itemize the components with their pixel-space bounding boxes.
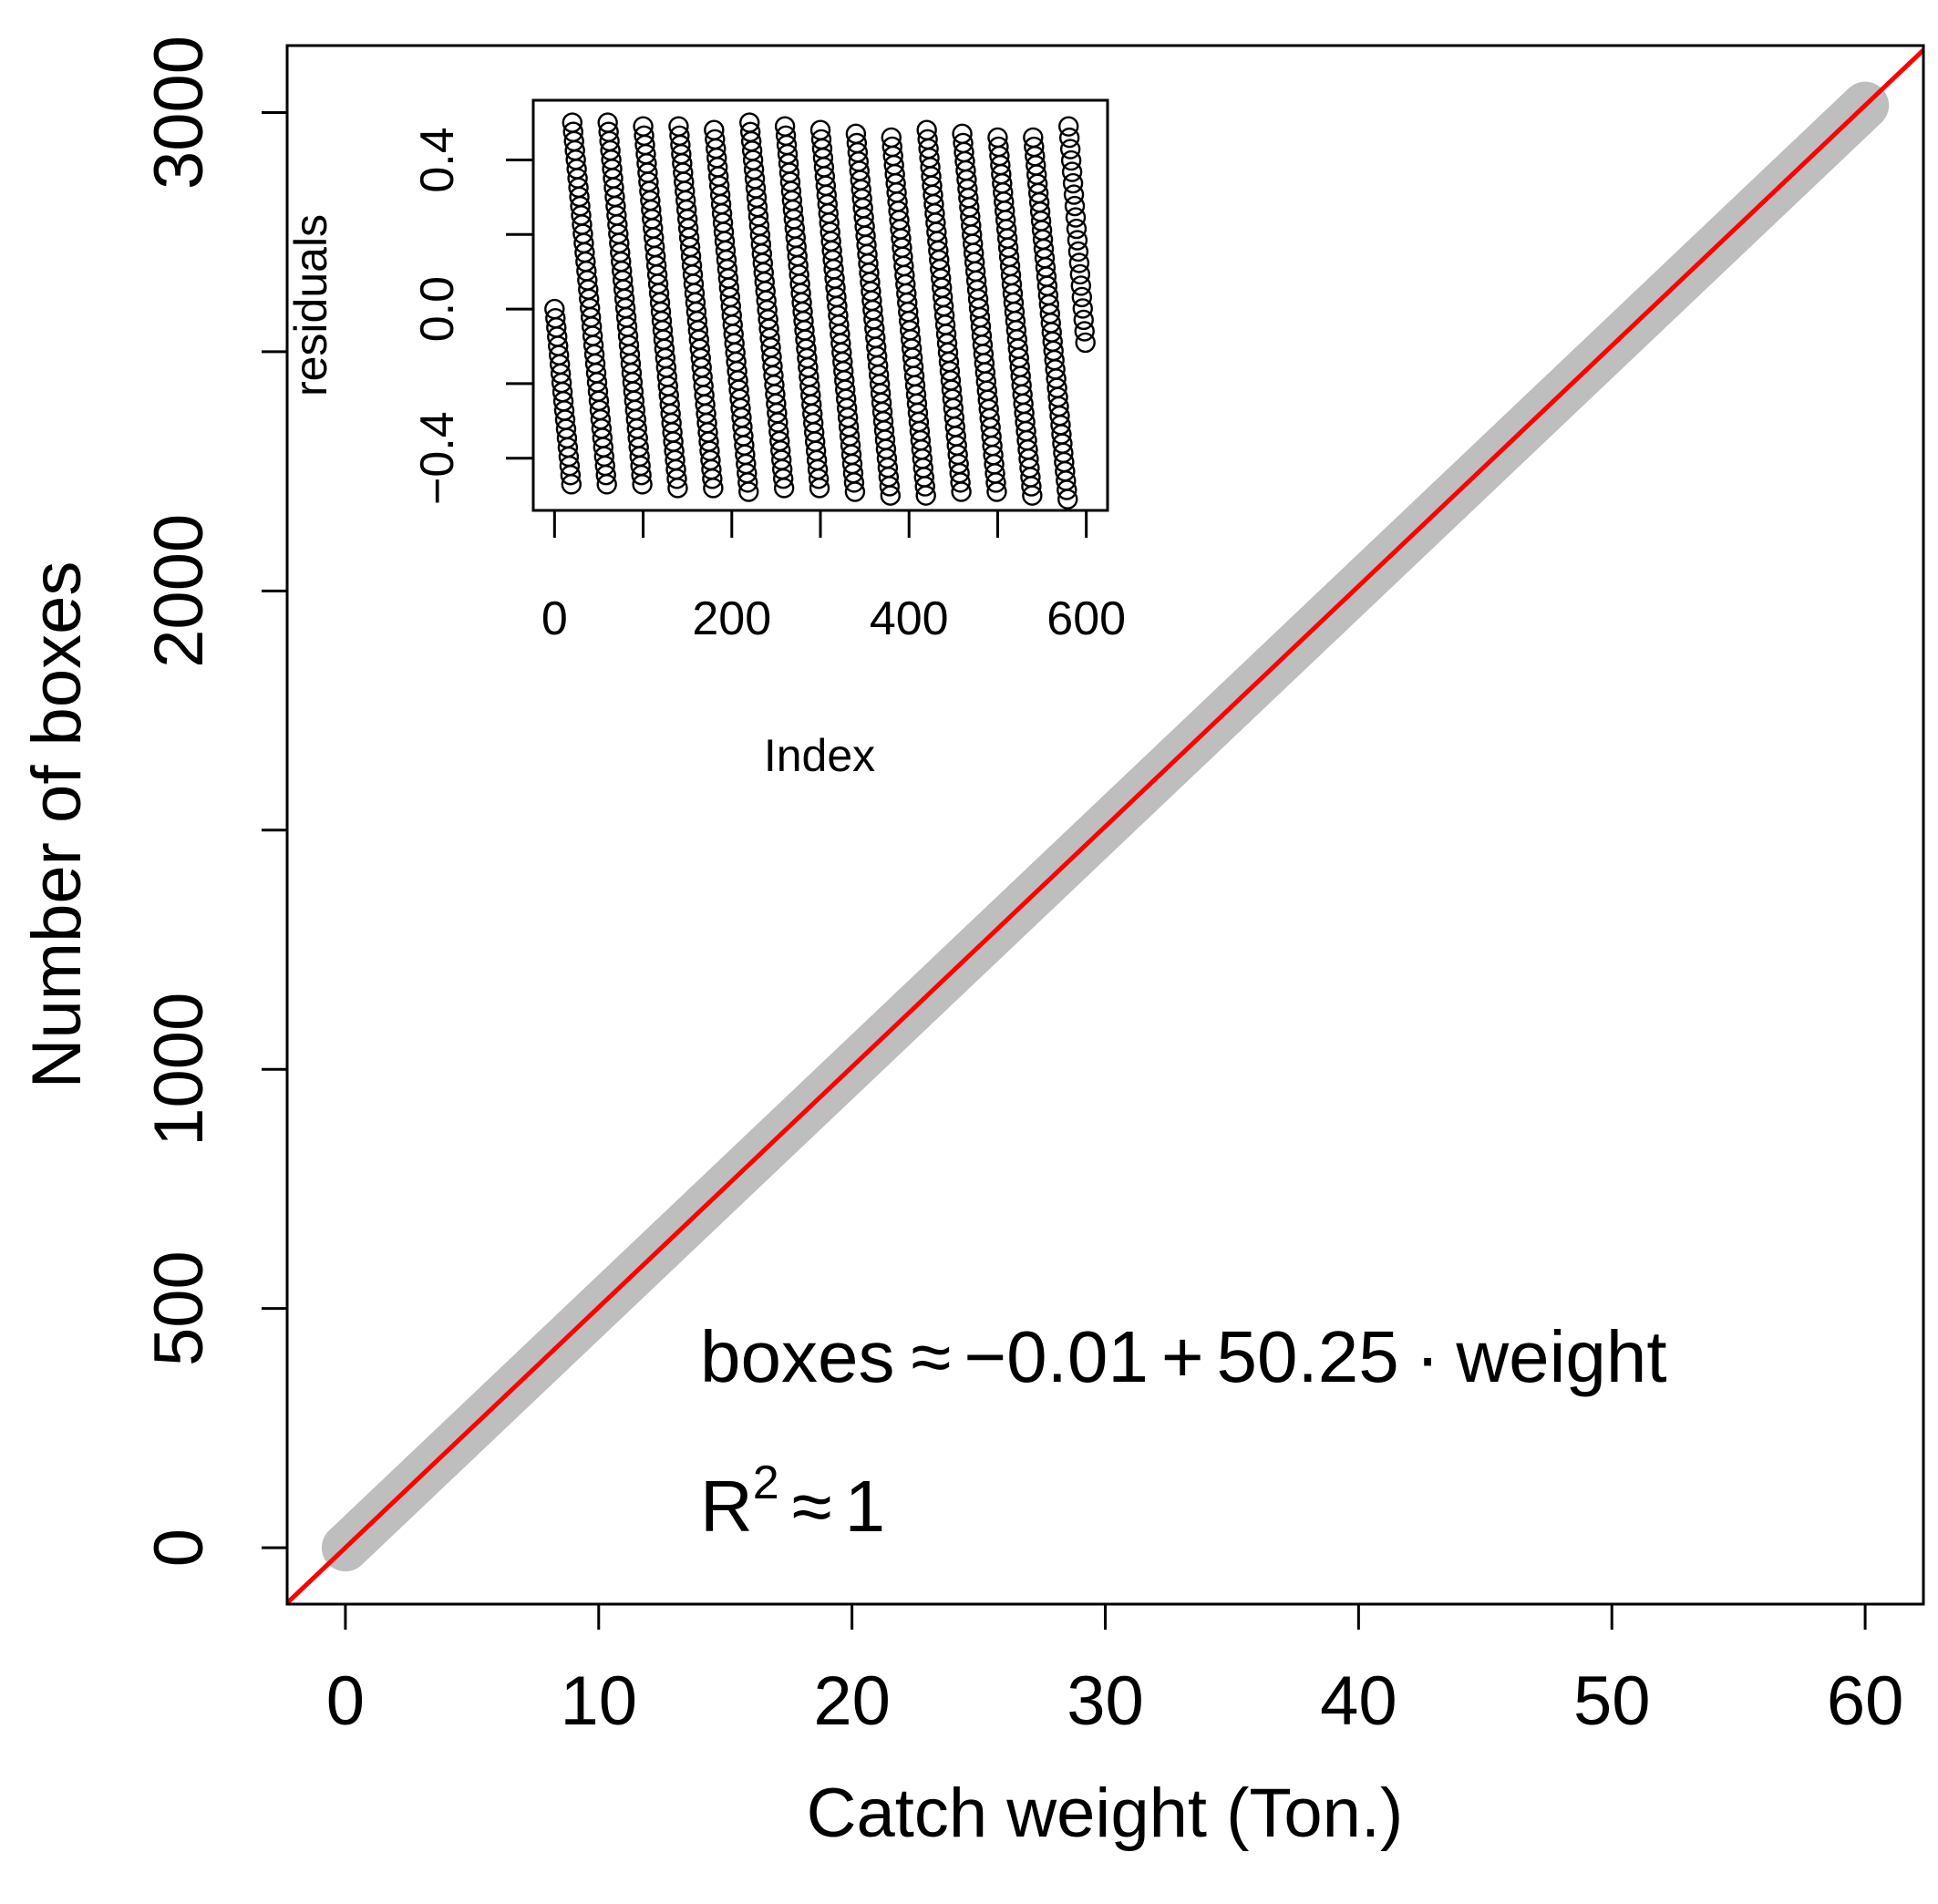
- residual-point: [737, 472, 758, 493]
- residual-point: [950, 472, 971, 493]
- main-x-tick-label: 50: [1573, 1662, 1651, 1740]
- inset-x-axis: 0 200 400 600: [541, 509, 1126, 645]
- residual-point: [632, 474, 653, 495]
- residual-point: [1063, 184, 1085, 205]
- residual-point: [985, 472, 1006, 493]
- residual-point: [880, 485, 902, 506]
- inset-y-tick-label: 0.4: [411, 127, 464, 192]
- inset-x-tick-label: 0: [541, 592, 568, 645]
- equation-plus: +: [1161, 1316, 1204, 1397]
- residual-point: [738, 481, 759, 502]
- main-x-axis: 0 10 20 30 40 50 60: [326, 1602, 1904, 1740]
- residual-point: [843, 472, 865, 493]
- equation-var: weight: [1455, 1316, 1666, 1397]
- residual-point: [1062, 172, 1084, 194]
- main-y-tick-label: 500: [140, 1250, 218, 1366]
- residual-point: [1059, 139, 1081, 160]
- residual-point: [560, 465, 582, 486]
- inset-residual-points: [544, 112, 1096, 509]
- inset-x-axis-label: Index: [764, 730, 875, 781]
- main-y-axis: 0 500 1000 2000 3000: [140, 36, 289, 1567]
- residual-point: [1021, 476, 1042, 497]
- equation-coef: 50.25: [1217, 1316, 1399, 1397]
- residual-point: [1065, 207, 1087, 228]
- residual-point: [596, 474, 617, 495]
- r2-base: R: [700, 1466, 753, 1547]
- residual-point: [1057, 479, 1077, 500]
- inset-y-axis: −0.4 0.0 0.4: [411, 127, 535, 505]
- residual-point: [1057, 489, 1078, 509]
- residual-point: [879, 476, 901, 497]
- residual-point: [914, 476, 935, 497]
- residual-point: [1074, 321, 1095, 342]
- residual-point: [808, 468, 830, 489]
- r-squared-annotation: R2 ≈1: [700, 1456, 885, 1547]
- residual-point: [1058, 127, 1080, 149]
- residual-point: [1061, 161, 1083, 182]
- residual-point: [1066, 218, 1088, 240]
- residual-point: [1069, 263, 1091, 285]
- fit-line: [287, 48, 1923, 1604]
- r2-exponent: 2: [753, 1456, 779, 1509]
- residual-point: [915, 485, 936, 506]
- inset-y-axis-label: residuals: [285, 214, 336, 396]
- equation-approx: ≈: [911, 1316, 951, 1397]
- residual-point: [1058, 116, 1079, 137]
- main-x-tick-label: 60: [1827, 1662, 1904, 1740]
- main-fit-line-group: [287, 48, 1923, 1604]
- main-x-tick-label: 20: [813, 1662, 891, 1740]
- residual-point: [1064, 195, 1086, 217]
- residual-point: [1067, 241, 1089, 262]
- main-x-tick-label: 40: [1320, 1662, 1397, 1740]
- inset-y-tick-label: −0.4: [411, 411, 464, 505]
- residual-point: [1067, 230, 1088, 251]
- residual-point: [1022, 485, 1043, 506]
- residual-point: [703, 478, 724, 499]
- equation-intercept: −0.01: [964, 1316, 1148, 1397]
- equation-dot: ·: [1416, 1316, 1440, 1397]
- residual-point: [595, 464, 616, 486]
- residual-point: [809, 478, 830, 499]
- residual-point: [986, 481, 1007, 502]
- r2-value: 1: [845, 1466, 886, 1547]
- inset-x-tick-label: 400: [870, 592, 949, 645]
- main-x-tick-label: 30: [1067, 1662, 1144, 1740]
- equation-annotation: boxes ≈ −0.01 +50.25 · weight: [700, 1316, 1667, 1397]
- residual-point: [951, 481, 972, 502]
- inset-x-tick-label: 200: [692, 592, 771, 645]
- residual-point: [1073, 309, 1094, 331]
- residual-point: [773, 478, 795, 499]
- residual-point: [631, 464, 652, 486]
- residual-point: [844, 481, 866, 502]
- main-x-tick-label: 10: [560, 1662, 637, 1740]
- residual-point: [1075, 332, 1096, 354]
- residual-point: [772, 468, 794, 489]
- main-y-tick-label: 3000: [140, 36, 218, 190]
- main-y-axis-label: Number of boxes: [18, 561, 96, 1089]
- residual-point: [1060, 149, 1082, 171]
- residual-point: [1072, 298, 1093, 319]
- inset-x-tick-label: 600: [1046, 592, 1126, 645]
- r2-approx: ≈: [792, 1466, 832, 1547]
- residual-point: [667, 478, 688, 499]
- residual-point: [1070, 275, 1092, 296]
- residual-point: [666, 468, 687, 489]
- main-x-axis-label: Catch weight (Ton.): [807, 1775, 1404, 1852]
- residual-point: [561, 474, 582, 495]
- main-x-tick-label: 0: [326, 1662, 365, 1740]
- inset-y-tick-label: 0.0: [411, 276, 464, 342]
- residual-point: [1071, 286, 1093, 308]
- main-y-tick-label: 0: [140, 1528, 218, 1567]
- main-y-tick-label: 2000: [140, 514, 218, 668]
- residual-point: [702, 468, 723, 489]
- main-y-tick-label: 1000: [140, 993, 218, 1147]
- residual-point: [1068, 252, 1090, 273]
- equation-lhs: boxes: [700, 1316, 894, 1397]
